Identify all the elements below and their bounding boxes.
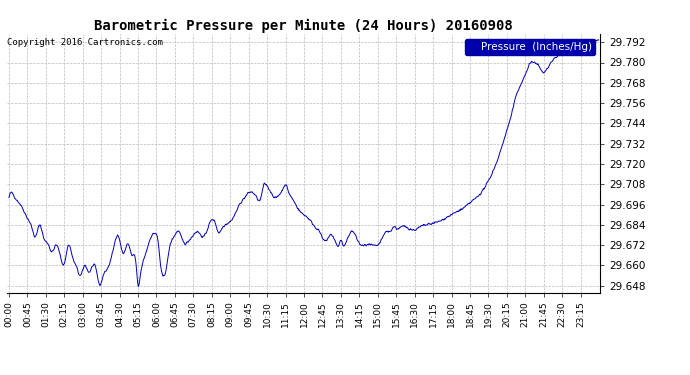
- Title: Barometric Pressure per Minute (24 Hours) 20160908: Barometric Pressure per Minute (24 Hours…: [95, 18, 513, 33]
- Text: Copyright 2016 Cartronics.com: Copyright 2016 Cartronics.com: [7, 38, 163, 47]
- Legend: Pressure  (Inches/Hg): Pressure (Inches/Hg): [465, 39, 595, 55]
